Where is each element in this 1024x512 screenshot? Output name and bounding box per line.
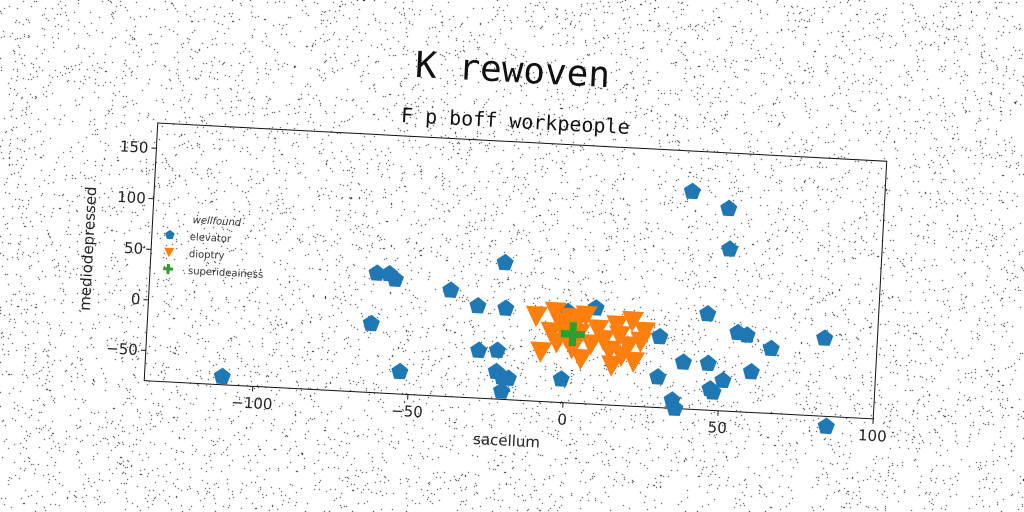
elevator-point [488,341,507,359]
elevator-point [496,253,514,271]
dioptry-point [530,341,553,363]
elevator-point [720,199,738,217]
elevator-point [362,314,380,332]
dioptry-point [623,351,646,373]
elevator-point [552,370,570,387]
dioptry-point [622,310,645,333]
legend-title: wellfound [192,215,242,229]
elevator-point [386,270,405,287]
elevator-point [470,341,488,359]
y-axis-title: mediodepressed [76,186,100,311]
elevator-point [817,417,835,435]
y-tick-label: −50 [106,339,139,359]
x-tick-label: 50 [707,418,727,437]
chart-title: K rewoven [414,45,611,96]
x-tick-label: −100 [231,393,273,413]
legend: wellfound elevator dioptry superideainess [163,215,264,281]
y-tick-label: 50 [124,239,144,258]
x-tick-label: 100 [858,426,888,445]
x-tick-label: 0 [557,410,567,428]
legend-marker [165,229,175,240]
y-axis: −50 0 50 100 150 [106,137,157,359]
elevator-point [442,281,460,298]
elevator-point [699,354,717,372]
elevator-point [368,264,386,281]
elevator-point [499,369,517,386]
dioptry-point [525,305,548,328]
elevator-point [666,399,684,417]
x-axis-title: sacellum [473,430,541,451]
data-marks [213,182,835,435]
superideainess-point [560,322,585,347]
elevator-point [699,304,717,322]
dioptry-point [601,355,624,377]
legend-label: dioptry [189,249,225,262]
dioptry-point [575,305,598,327]
dioptry-point [544,301,567,324]
elevator-point [683,182,702,200]
legend-marker [164,247,175,258]
elevator-point [674,353,693,370]
elevator-point [742,362,760,380]
elevator-point [762,339,780,357]
y-tick-label: 0 [130,290,140,308]
dioptry-point [633,321,656,343]
elevator-point [714,371,732,389]
elevator-point [721,240,739,257]
dioptry-point [593,329,616,351]
plus-bar [166,263,170,274]
elevator-point [738,326,756,343]
plot-frame [143,122,888,420]
plot-group: −100 −50 0 50 100 −50 0 50 100 150 sacellum medi… [76,122,888,451]
elevator-point [497,299,515,316]
x-axis: −100 −50 0 50 100 [231,386,888,446]
dioptry-point [598,340,621,362]
elevator-point [469,296,487,314]
elevator-point [213,367,231,385]
x-tick-label: −50 [391,402,424,422]
legend-label: superideainess [188,266,264,281]
elevator-point [649,368,667,385]
dioptry-point [570,348,593,371]
y-tick-label: 150 [119,137,149,156]
dioptry-point [617,335,640,358]
elevator-point [816,329,834,346]
elevator-point [391,362,409,380]
plus-bar [568,322,578,347]
elevator-point [493,382,511,399]
chart-subtitle: F p boff workpeople [401,103,631,139]
legend-label: elevator [189,232,232,245]
elevator-point [651,327,669,345]
legend-marker [163,263,174,274]
y-tick-label: 100 [117,188,147,207]
